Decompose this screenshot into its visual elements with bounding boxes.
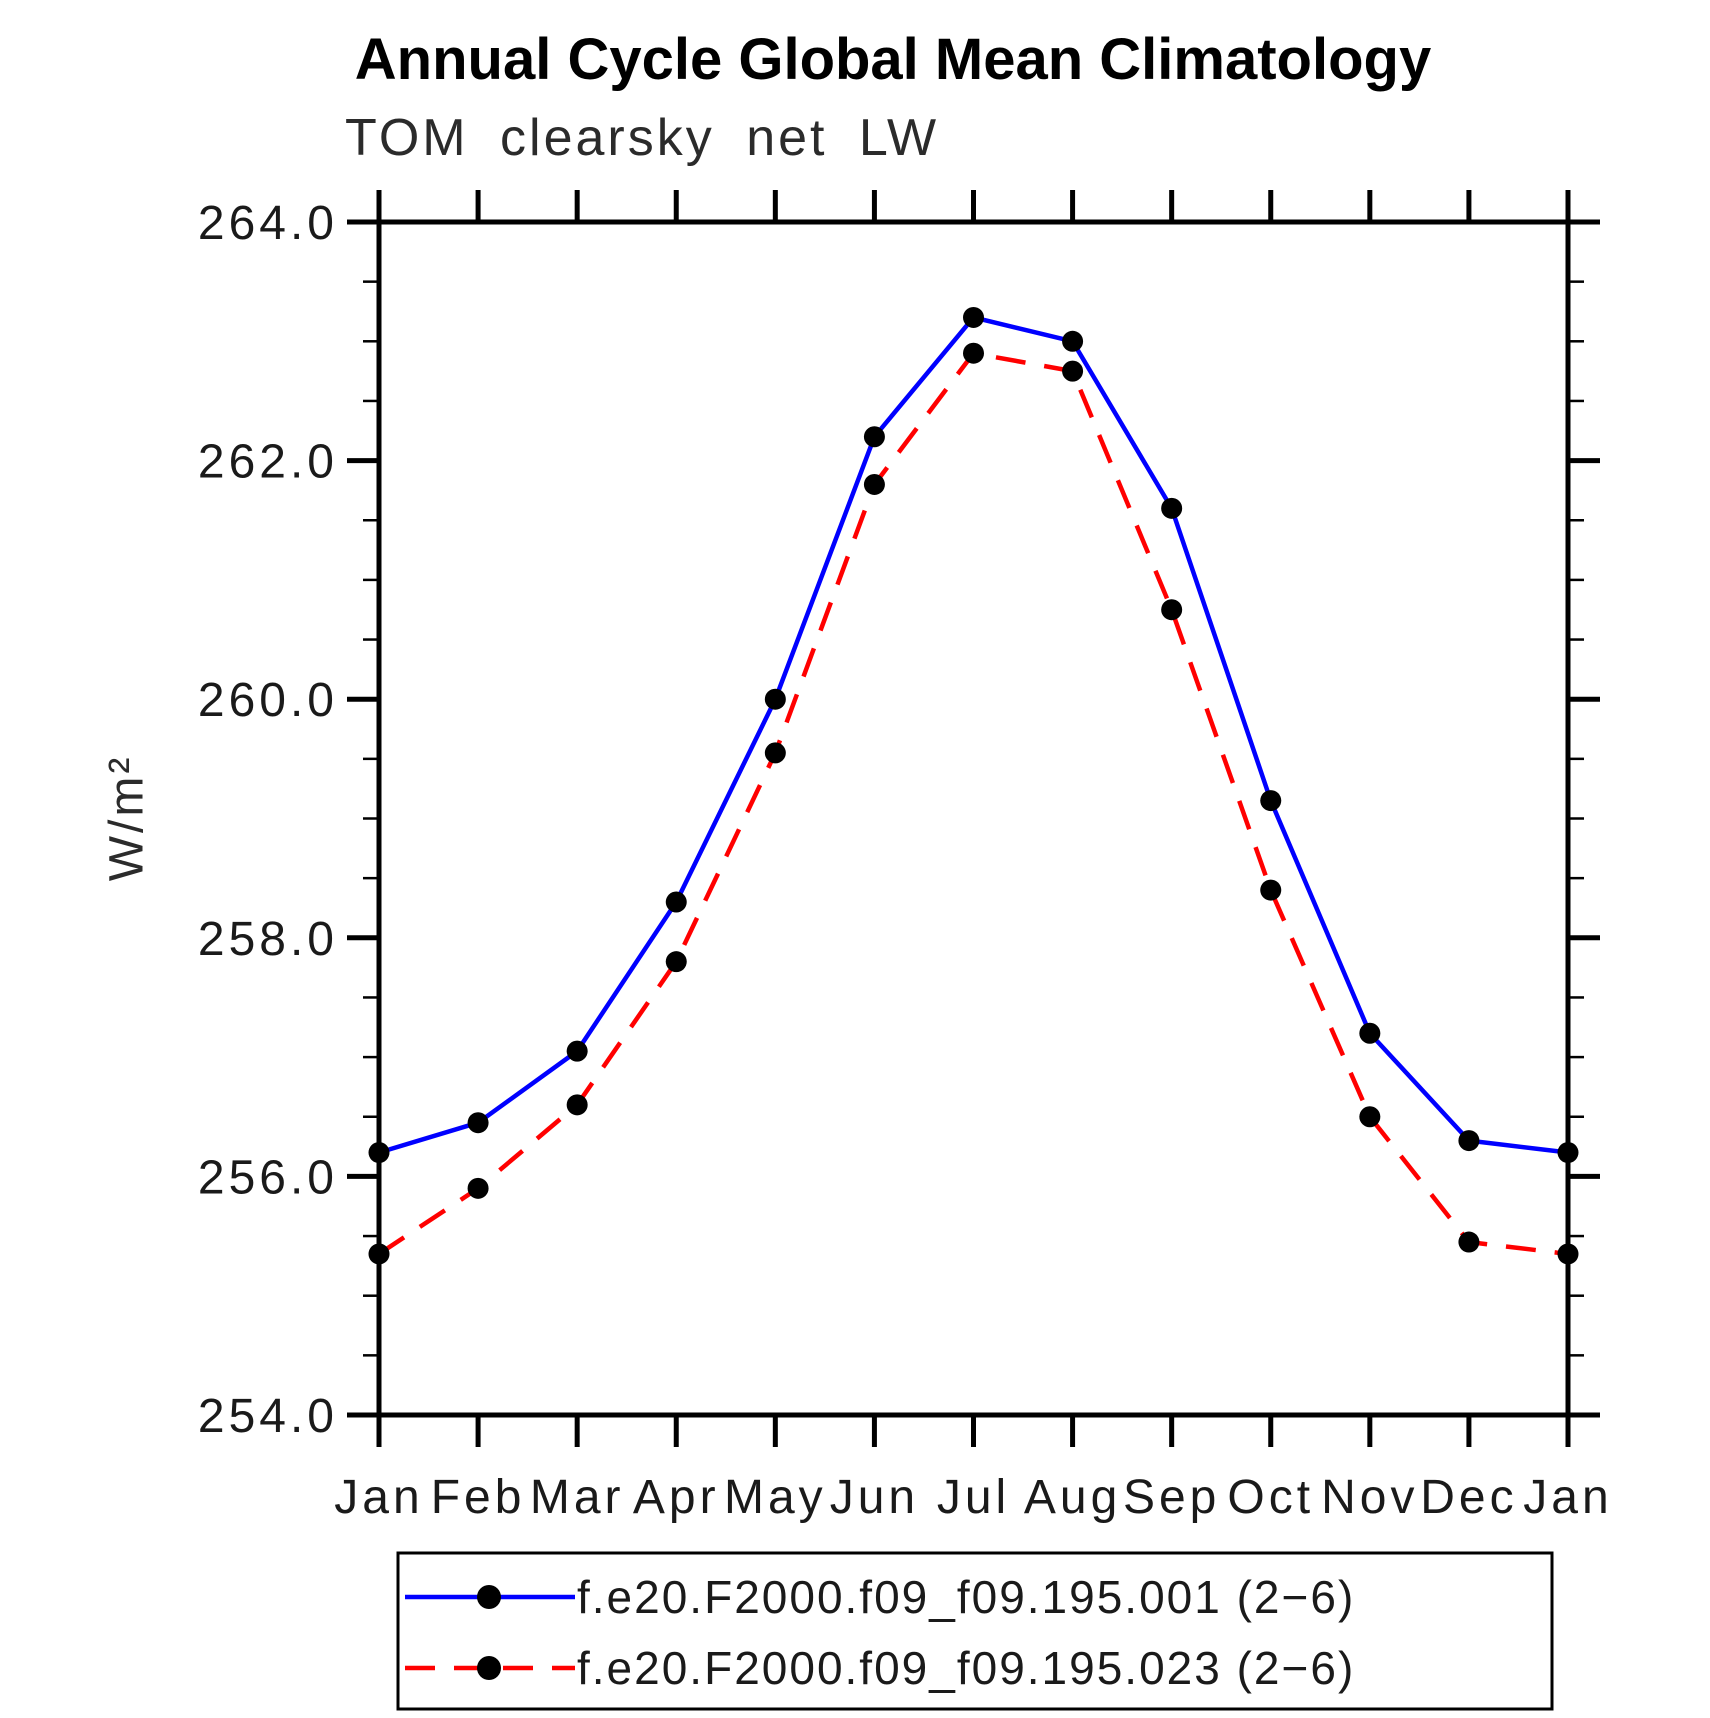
legend-box: [396, 1551, 1554, 1711]
data-point-marker: [368, 1243, 390, 1265]
x-tick-label: Jun: [830, 1471, 919, 1524]
x-tick-label: Jan: [334, 1471, 423, 1524]
legend-label: f.e20.F2000.f09_f09.195.001 (2−6): [577, 1571, 1355, 1623]
data-point-marker: [566, 1040, 588, 1062]
series-line-1: [377, 350, 1569, 1257]
data-point-marker: [963, 342, 984, 364]
data-point-marker: [368, 1142, 390, 1164]
data-point-marker: [467, 1112, 489, 1134]
y-tick-label: 260.0: [198, 674, 338, 727]
data-point-marker: [1260, 879, 1282, 901]
data-point-marker: [1062, 360, 1084, 382]
x-tick-label: Jan: [1523, 1471, 1612, 1524]
y-tick-label: 258.0: [198, 913, 338, 966]
data-point-marker: [1557, 1142, 1579, 1164]
y-tick-label: 254.0: [198, 1390, 338, 1443]
data-point-marker: [566, 1094, 588, 1116]
series-line-0: [378, 314, 1569, 1155]
legend-label: f.e20.F2000.f09_f09.195.023 (2−6): [577, 1642, 1355, 1694]
y-tick-label: 262.0: [198, 436, 338, 489]
data-point-marker: [665, 891, 687, 913]
data-point-marker: [665, 951, 687, 973]
y-tick-label: 264.0: [198, 197, 338, 250]
x-tick-label: Mar: [530, 1471, 625, 1524]
x-tick-label: Sep: [1123, 1471, 1220, 1524]
data-point-marker: [1458, 1231, 1480, 1253]
x-tick-label: Dec: [1420, 1471, 1517, 1524]
data-point-marker: [1557, 1243, 1579, 1265]
data-point-marker: [1359, 1022, 1381, 1044]
x-tick-label: Apr: [633, 1471, 720, 1524]
x-tick-label: May: [724, 1471, 827, 1524]
x-tick-label: Aug: [1024, 1471, 1121, 1524]
x-tick-label: Feb: [431, 1471, 526, 1524]
legend-sample-marker: [477, 1656, 501, 1680]
data-point-marker: [863, 426, 885, 448]
y-axis-title: W/m²: [100, 754, 154, 882]
data-point-marker: [1260, 790, 1282, 812]
data-point-marker: [764, 688, 786, 710]
data-point-marker: [1458, 1130, 1480, 1152]
chart-title: Annual Cycle Global Mean Climatology: [354, 27, 1432, 92]
data-point-marker: [1062, 330, 1084, 352]
data-point-marker: [963, 306, 984, 328]
y-tick-label: 256.0: [198, 1151, 338, 1204]
x-tick-label: Oct: [1227, 1471, 1314, 1524]
data-point-marker: [1161, 497, 1183, 519]
data-point-marker: [1359, 1106, 1381, 1128]
legend-sample-marker: [477, 1585, 501, 1609]
data-point-marker: [764, 742, 786, 764]
data-point-marker: [1161, 599, 1183, 621]
data-point-marker: [863, 473, 885, 495]
x-tick-label: Nov: [1321, 1471, 1418, 1524]
x-tick-label: Jul: [937, 1471, 1010, 1524]
data-point-marker: [467, 1177, 489, 1199]
chart-subtitle: TOM clearsky net LW: [345, 109, 940, 167]
